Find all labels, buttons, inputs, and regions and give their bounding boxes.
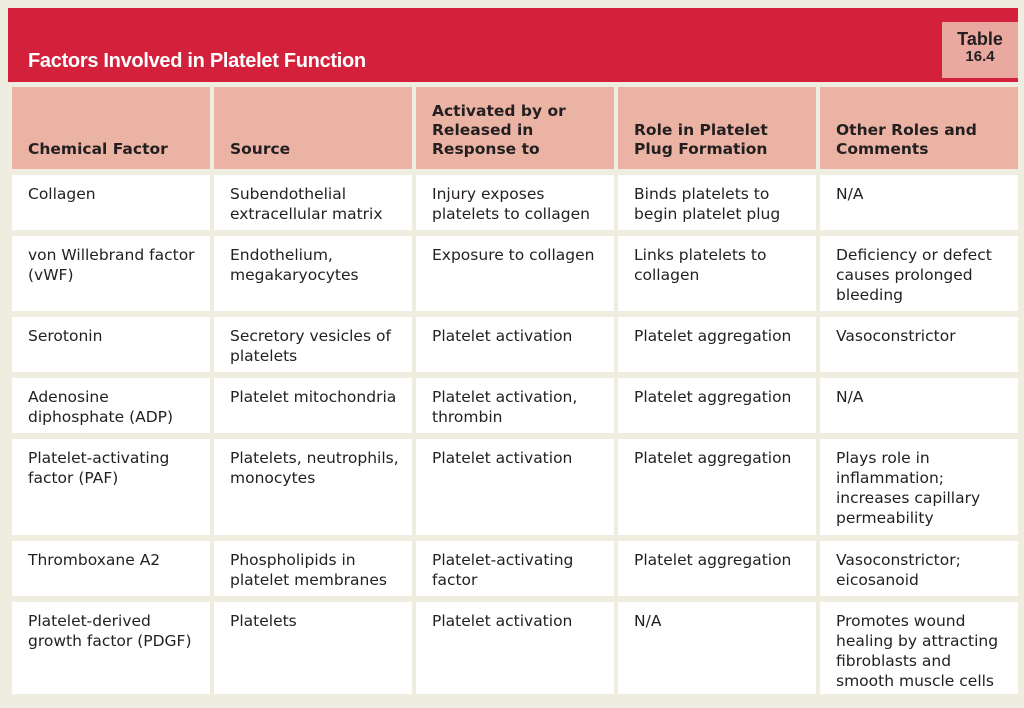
column-header-role-in-plug: Role in Platelet Plug Formation	[618, 87, 816, 169]
column-header-chemical-factor: Chemical Factor	[12, 87, 210, 169]
table-cell: Platelet aggregation	[618, 317, 816, 372]
table-cell: Subendothelial extracellular matrix	[214, 175, 412, 230]
table-cell: Phospholipids in platelet membranes	[214, 541, 412, 596]
table-cell: Platelet-activating factor	[416, 541, 614, 596]
table-number-badge: Table 16.4	[942, 22, 1018, 78]
column-header-activated-by: Activated by or Released in Response to	[416, 87, 614, 169]
table-title: Factors Involved in Platelet Function	[28, 50, 366, 72]
table-cell: Platelet activation	[416, 602, 614, 694]
table-cell: Platelet-activating factor (PAF)	[12, 439, 210, 535]
table-cell: Platelets, neutrophils, monocytes	[214, 439, 412, 535]
table-cell: Platelet aggregation	[618, 378, 816, 433]
table-cell: Plays role in inflammation; increases ca…	[820, 439, 1018, 535]
table-cell: Platelet activation, thrombin	[416, 378, 614, 433]
table-cell: Deficiency or defect causes prolonged bl…	[820, 236, 1018, 311]
table-cell: Vasoconstrictor; eicosanoid	[820, 541, 1018, 596]
table-cell: von Willebrand factor (vWF)	[12, 236, 210, 311]
table-cell: Vasoconstrictor	[820, 317, 1018, 372]
table-cell: Platelet aggregation	[618, 439, 816, 535]
table-cell: Platelet aggregation	[618, 541, 816, 596]
column-header-source: Source	[214, 87, 412, 169]
table-cell: Platelet mitochondria	[214, 378, 412, 433]
table-cell: Thromboxane A2	[12, 541, 210, 596]
table-cell: N/A	[820, 175, 1018, 230]
table-cell: N/A	[618, 602, 816, 694]
badge-word: Table	[957, 29, 1003, 49]
table-cell: Links platelets to collagen	[618, 236, 816, 311]
table-cell: Injury exposes platelets to collagen	[416, 175, 614, 230]
table-cell: Exposure to collagen	[416, 236, 614, 311]
table-cell: Platelets	[214, 602, 412, 694]
platelet-factors-table: Chemical Factor Source Activated by or R…	[12, 87, 1018, 694]
table-cell: Platelet-derived growth factor (PDGF)	[12, 602, 210, 694]
table-cell: Platelet activation	[416, 317, 614, 372]
table-cell: Promotes wound healing by attracting fib…	[820, 602, 1018, 694]
table-cell: Adenosine diphosphate (ADP)	[12, 378, 210, 433]
table-header-bar: Factors Involved in Platelet Function Ta…	[8, 8, 1018, 82]
table-cell: Platelet activation	[416, 439, 614, 535]
table-cell: Secretory vesicles of platelets	[214, 317, 412, 372]
table-cell: Serotonin	[12, 317, 210, 372]
badge-number: 16.4	[965, 47, 995, 65]
table-cell: N/A	[820, 378, 1018, 433]
table-cell: Collagen	[12, 175, 210, 230]
table-cell: Endothelium, megakaryocytes	[214, 236, 412, 311]
table-cell: Binds platelets to begin platelet plug	[618, 175, 816, 230]
column-header-other-roles: Other Roles and Comments	[820, 87, 1018, 169]
